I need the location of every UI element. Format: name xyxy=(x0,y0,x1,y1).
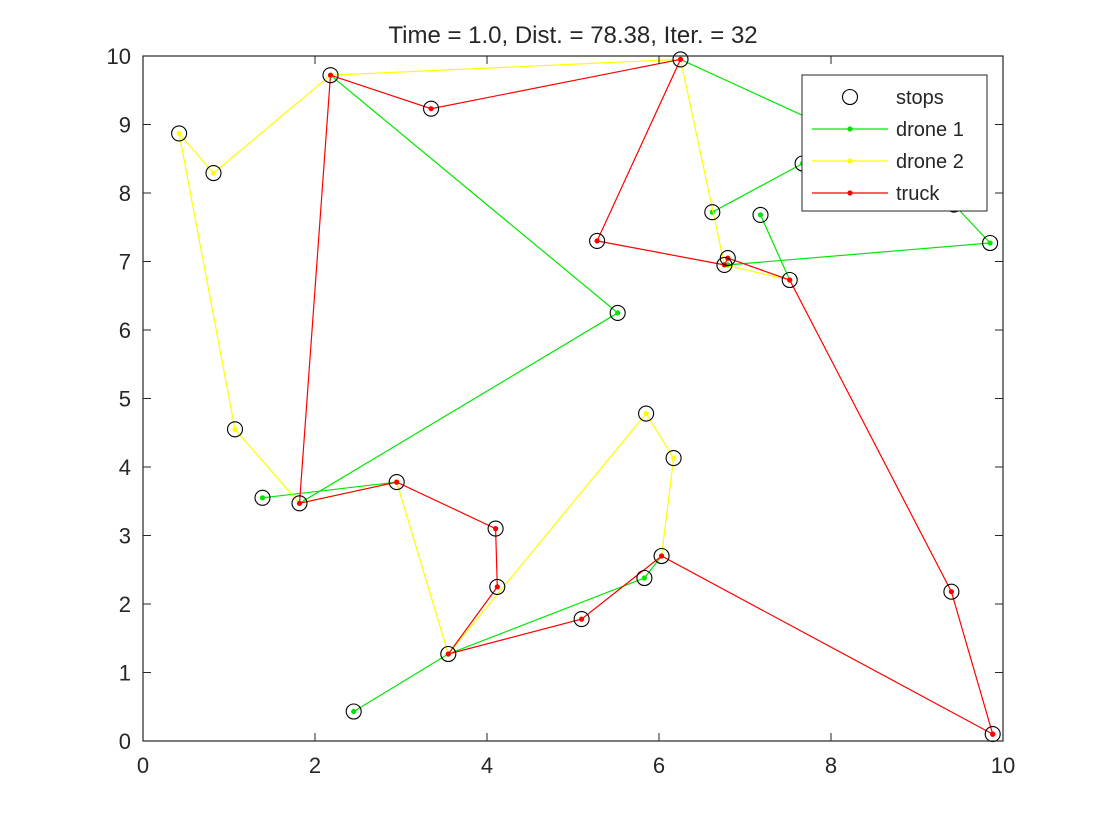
stop-marker xyxy=(226,421,244,438)
y-tick-label: 1 xyxy=(119,661,131,686)
series-point-truck xyxy=(445,651,451,657)
series-point-truck xyxy=(787,277,793,283)
stop-marker xyxy=(665,450,682,467)
stop-marker xyxy=(423,100,440,117)
x-tick-label: 4 xyxy=(481,753,493,778)
legend-marker-drone-2 xyxy=(847,158,853,164)
legend-label-drone-1: drone 1 xyxy=(896,119,964,141)
stop-marker xyxy=(205,165,222,182)
series-point-drone-1 xyxy=(615,310,621,316)
legend-marker-drone-1 xyxy=(847,126,853,132)
series-point-drone-2 xyxy=(210,170,217,176)
stop-marker xyxy=(322,67,339,84)
stop-marker xyxy=(943,583,960,600)
series-point-truck xyxy=(990,731,996,737)
stop-marker xyxy=(388,474,405,491)
series-point-drone-1 xyxy=(351,708,357,715)
y-tick-label: 6 xyxy=(119,318,131,343)
x-tick-label: 0 xyxy=(137,753,149,778)
stop-marker xyxy=(291,495,308,512)
stop-marker xyxy=(487,520,504,537)
y-tick-label: 7 xyxy=(119,250,131,275)
stop-marker xyxy=(653,547,670,565)
stop-marker xyxy=(440,645,457,663)
legend-marker-truck xyxy=(847,190,853,196)
series-point-truck xyxy=(428,106,434,112)
series-line-drone-1-3 xyxy=(712,162,803,213)
y-tick-label: 8 xyxy=(119,181,131,206)
series-point-drone-1 xyxy=(259,495,266,501)
series-point-truck xyxy=(677,56,684,63)
series-point-truck xyxy=(948,589,955,595)
series-point-truck xyxy=(579,616,585,622)
ticks-layer: 0 2 4 6 8 10 0 1 2 3 4 5 6 7 8 9 10 xyxy=(107,44,1016,778)
series-point-drone-2 xyxy=(671,455,677,461)
stop-marker xyxy=(719,250,736,267)
series-point-drone-1 xyxy=(987,240,993,246)
legend-label-truck: truck xyxy=(896,183,940,205)
legend-marker-stops xyxy=(841,88,859,106)
y-tick-label: 9 xyxy=(119,113,131,138)
stop-marker xyxy=(573,611,590,628)
series-line-drone-1-2 xyxy=(680,58,823,126)
series-point-truck xyxy=(327,72,334,78)
y-tick-label: 5 xyxy=(119,387,131,412)
series-point-drone-2 xyxy=(176,130,182,136)
series-point-truck xyxy=(659,553,665,559)
y-tick-label: 2 xyxy=(119,592,131,617)
x-tick-label: 8 xyxy=(825,753,837,778)
stop-marker xyxy=(781,271,798,289)
legend-label-stops: stops xyxy=(896,87,944,109)
legend-box xyxy=(801,74,988,212)
series-point-drone-1 xyxy=(757,212,764,218)
stop-marker xyxy=(345,703,362,720)
stop-marker xyxy=(752,206,769,223)
chart-title: Time = 1.0, Dist. = 78.38, Iter. = 32 xyxy=(388,22,757,49)
legend: stops drone 1 drone 2 truck xyxy=(801,74,988,212)
series-point-truck xyxy=(296,500,303,506)
stop-marker xyxy=(704,204,721,221)
series-point-truck xyxy=(493,526,499,532)
stop-marker xyxy=(672,51,689,68)
y-tick-label: 4 xyxy=(119,455,131,480)
legend-label-drone-2: drone 2 xyxy=(896,151,964,173)
x-tick-label: 6 xyxy=(653,753,665,778)
x-tick-label: 10 xyxy=(991,753,1015,778)
stop-marker xyxy=(638,405,655,422)
x-tick-label: 2 xyxy=(309,753,321,778)
series-point-truck xyxy=(394,479,400,485)
series-point-drone-2 xyxy=(232,426,238,432)
series-point-truck xyxy=(494,584,500,590)
y-tick-label: 3 xyxy=(119,524,131,549)
series-line-drone-1-0 xyxy=(353,555,663,713)
series-point-drone-1 xyxy=(641,575,648,581)
stop-marker xyxy=(254,489,271,506)
stop-marker xyxy=(609,304,626,321)
stop-marker xyxy=(589,232,606,249)
series-point-truck xyxy=(594,238,600,244)
stop-marker xyxy=(489,578,506,595)
stop-marker xyxy=(636,569,653,587)
series-point-drone-2 xyxy=(643,411,649,417)
y-tick-label: 10 xyxy=(107,44,131,69)
stop-marker xyxy=(982,234,999,252)
series-line-drone-1-4 xyxy=(759,214,791,281)
series-line-drone-2-0 xyxy=(178,58,681,504)
y-tick-label: 0 xyxy=(119,729,131,754)
stop-marker xyxy=(171,125,188,142)
